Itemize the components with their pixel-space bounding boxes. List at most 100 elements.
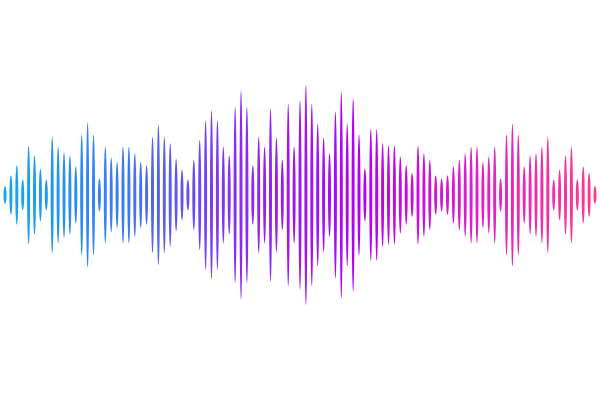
waveform-bar bbox=[33, 155, 36, 235]
waveform-bar bbox=[440, 178, 444, 212]
waveform-bar bbox=[162, 136, 166, 254]
waveform-bar bbox=[505, 134, 508, 256]
waveform-bar bbox=[416, 145, 420, 245]
waveform-bar bbox=[404, 165, 408, 225]
waveform-bar bbox=[493, 146, 497, 244]
waveform-bar bbox=[528, 155, 532, 235]
waveform-bar bbox=[215, 120, 219, 270]
waveform-bar bbox=[298, 100, 302, 290]
waveform-bar bbox=[487, 156, 491, 234]
waveform-bar bbox=[180, 169, 184, 221]
waveform-bar bbox=[587, 173, 591, 217]
waveform-bar bbox=[221, 146, 225, 244]
waveform-bar bbox=[510, 123, 514, 267]
waveform-bar bbox=[269, 108, 272, 282]
waveform-bar bbox=[21, 179, 25, 211]
waveform-bar bbox=[227, 155, 231, 235]
waveform-bar bbox=[381, 143, 385, 247]
waveform-bar bbox=[192, 159, 196, 231]
waveform-bar bbox=[446, 175, 449, 215]
waveform-bar bbox=[363, 168, 367, 222]
waveform-bar bbox=[469, 146, 473, 244]
waveform-bar bbox=[540, 146, 544, 244]
waveform-bar bbox=[475, 146, 479, 244]
waveform-bar bbox=[145, 165, 149, 225]
waveform-bar bbox=[534, 153, 538, 237]
waveform-bar bbox=[516, 134, 520, 256]
waveform-bar bbox=[139, 162, 143, 228]
waveform-bar bbox=[369, 129, 373, 261]
waveform-bar bbox=[564, 155, 567, 235]
waveform-bar bbox=[451, 166, 455, 224]
waveform-bar bbox=[286, 103, 290, 287]
waveform-bar bbox=[280, 159, 284, 231]
waveform-bar bbox=[257, 136, 261, 254]
waveform-bar bbox=[310, 103, 314, 287]
waveform-bar bbox=[328, 153, 331, 237]
waveform-bar bbox=[292, 146, 296, 244]
waveform-bar bbox=[56, 146, 60, 244]
waveform-bar bbox=[27, 145, 31, 245]
waveform-bar bbox=[316, 123, 320, 267]
waveform-bar bbox=[575, 179, 579, 211]
waveform-bar bbox=[522, 166, 526, 224]
waveform-bar bbox=[121, 146, 125, 244]
waveform-bar bbox=[351, 98, 355, 292]
waveform-bar bbox=[168, 143, 172, 247]
waveform-bar bbox=[481, 162, 485, 228]
waveform-bar bbox=[50, 136, 54, 254]
waveform-bar bbox=[92, 134, 95, 256]
waveform-bar bbox=[387, 145, 390, 245]
waveform-bar bbox=[151, 136, 154, 254]
waveform-bar bbox=[174, 158, 178, 232]
waveform-bar bbox=[210, 110, 213, 280]
waveform-bar bbox=[15, 165, 19, 225]
waveform-bar bbox=[552, 179, 556, 211]
waveform-bar bbox=[103, 146, 107, 244]
waveform-bar bbox=[127, 146, 131, 244]
waveform-bar bbox=[398, 156, 402, 234]
waveform-bar bbox=[62, 152, 66, 238]
waveform-bar bbox=[499, 178, 503, 212]
waveform-bar bbox=[186, 179, 190, 211]
waveform-bar bbox=[434, 175, 438, 215]
waveform-bar bbox=[274, 137, 278, 253]
waveform-bar bbox=[422, 153, 426, 237]
waveform-bar bbox=[345, 123, 349, 267]
waveform-bar bbox=[410, 173, 414, 217]
waveform-bar bbox=[68, 155, 72, 235]
waveform-bars bbox=[3, 85, 597, 305]
waveform-bar bbox=[115, 162, 119, 228]
waveform-bar bbox=[245, 107, 249, 283]
waveform-bar bbox=[581, 166, 585, 224]
waveform-bar bbox=[251, 165, 255, 225]
waveform-bar bbox=[304, 85, 308, 305]
waveform-bar bbox=[333, 111, 337, 279]
waveform-bar bbox=[322, 137, 326, 253]
waveform-bar bbox=[156, 124, 160, 266]
waveform-bar bbox=[558, 169, 562, 221]
waveform-bar bbox=[133, 153, 137, 237]
waveform-bar bbox=[428, 159, 432, 231]
waveform-bar bbox=[9, 175, 13, 215]
waveform-bar bbox=[204, 120, 208, 270]
waveform-bar bbox=[80, 134, 84, 256]
waveform-bar bbox=[239, 90, 243, 300]
waveform-bar bbox=[357, 134, 361, 256]
waveform-bar bbox=[44, 179, 48, 211]
waveform-bar bbox=[38, 168, 42, 222]
waveform-bar bbox=[74, 166, 78, 224]
waveform-bar bbox=[593, 186, 597, 204]
waveform-bar bbox=[263, 146, 267, 244]
waveform-bar bbox=[392, 145, 396, 245]
waveform-bar bbox=[463, 153, 467, 237]
waveform-bar bbox=[86, 122, 90, 268]
waveform-bar bbox=[569, 146, 573, 244]
waveform-bar bbox=[339, 91, 343, 299]
waveform-bar bbox=[109, 157, 113, 233]
waveform-bar bbox=[97, 178, 101, 212]
waveform-bar bbox=[375, 129, 379, 261]
waveform-bar bbox=[457, 159, 461, 231]
waveform-bar bbox=[546, 136, 550, 254]
